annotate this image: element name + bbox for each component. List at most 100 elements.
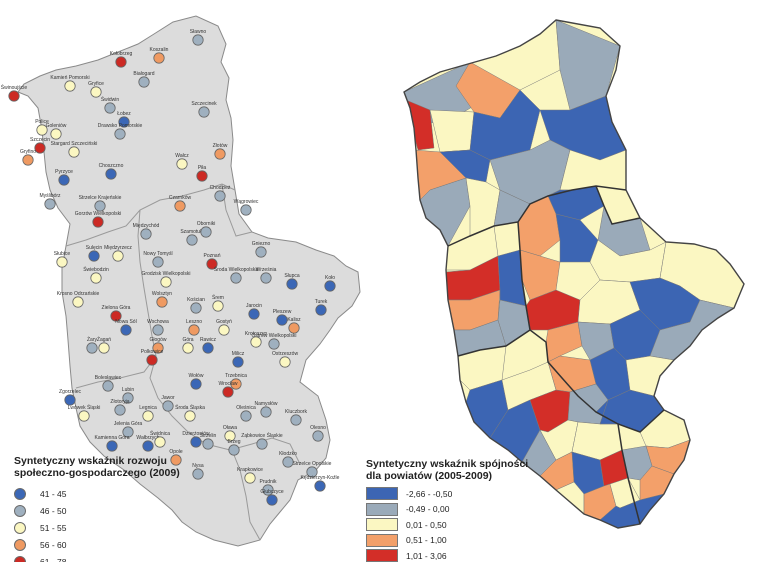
city-marker: Strzelin [200, 433, 217, 450]
right-legend-label: 1,01 - 3,06 [406, 550, 447, 561]
right-map [403, 19, 745, 529]
city-marker: Głubczyce [260, 489, 284, 506]
city-label: Świdnica [150, 429, 170, 437]
city-marker: Świdnica [150, 429, 170, 448]
city-marker: Zgorzelec [59, 389, 81, 406]
city-marker: Wołów [189, 373, 204, 390]
left-legend-label: 46 - 50 [40, 505, 67, 516]
city-dot [174, 200, 186, 212]
city-dot [86, 342, 98, 354]
city-dot [36, 124, 48, 136]
city-marker: Nowy Tomyśl [143, 251, 173, 268]
city-marker: Wałcz [175, 153, 189, 170]
city-label: Środa Wielkopolska [214, 265, 258, 273]
left-legend-title-line1: Syntetyczny wskaźnik rozwoju [14, 455, 167, 467]
city-marker: Koło [324, 275, 336, 292]
right-legend-row: 0,01 - 0,50 [366, 517, 556, 533]
city-marker: Krotoszyn [245, 331, 267, 348]
city-dot [190, 302, 202, 314]
city-label: Olesno [310, 425, 326, 431]
city-label: Namysłów [254, 401, 277, 407]
city-label: Szamotuły [180, 229, 204, 235]
city-marker: Góra [182, 337, 194, 354]
city-marker: Bolesławiec [95, 375, 122, 392]
city-dot [282, 456, 294, 468]
left-legend-swatch [14, 538, 26, 551]
city-label: Prudnik [260, 479, 277, 485]
city-dot [192, 468, 204, 480]
right-legend-items: -2,66 - -0,50 -0,49 - 0,00 0,01 - 0,50 0,51… [366, 486, 556, 562]
left-legend-row: 56 - 60 [14, 536, 204, 553]
city-dot [260, 406, 272, 418]
city-label: Żary [87, 336, 98, 343]
city-dot [198, 106, 210, 118]
city-marker: Stargard Szczeciński [51, 141, 98, 158]
city-marker: Jarocin [246, 303, 262, 320]
city-label: Zielona Góra [102, 305, 131, 311]
city-label: Goleniów [46, 123, 67, 129]
city-dot [88, 250, 100, 262]
city-dot [244, 472, 256, 484]
city-label: Pleszew [273, 309, 292, 315]
city-dot [118, 116, 130, 128]
city-label: Stargard Szczeciński [51, 141, 98, 147]
city-dot [188, 324, 200, 336]
city-marker: Drawsko Pomorskie [98, 123, 142, 140]
city-marker: Śrem [212, 293, 224, 312]
city-dot [240, 204, 252, 216]
right-legend-swatch [366, 518, 398, 532]
right-legend-swatch [366, 487, 398, 501]
city-dot [250, 336, 262, 348]
city-dot [290, 414, 302, 426]
city-dot [44, 198, 56, 210]
right-legend-label: -2,66 - -0,50 [406, 488, 453, 499]
city-marker: Wągrowiec [234, 199, 259, 216]
city-marker: Sławno [190, 29, 206, 46]
city-dot [34, 142, 46, 154]
city-label: Czarnków [169, 195, 192, 201]
left-legend-title: Syntetyczny wskaźnik rozwoju społeczno-g… [14, 455, 204, 479]
city-label: Jarocin [246, 303, 262, 309]
left-legend-row: 41 - 45 [14, 485, 204, 502]
city-marker: Rawicz [200, 337, 217, 354]
city-label: Poznań [204, 253, 221, 259]
city-label: Złotoryja [110, 399, 129, 405]
city-label: Żagań [97, 336, 111, 343]
right-map-outline [403, 19, 745, 529]
city-marker: Sulęcin [86, 245, 102, 262]
city-label: Oleśnica [236, 405, 256, 411]
city-dot [58, 174, 70, 186]
city-marker: Środa Śląska [175, 403, 205, 422]
city-marker: Jelenia Góra [114, 421, 142, 438]
city-dot [202, 342, 214, 354]
city-label: Słubice [54, 251, 71, 257]
right-legend-row: -0,49 - 0,00 [366, 502, 556, 518]
city-label: Białogard [133, 71, 154, 77]
city-marker: Krosno Odrzańskie [57, 291, 99, 308]
city-marker: Oleśnica [236, 405, 256, 422]
city-marker: Milicz [232, 351, 245, 368]
right-legend-swatch [366, 502, 398, 516]
city-label: Police [35, 119, 49, 125]
left-legend: Syntetyczny wskaźnik rozwoju społeczno-g… [14, 455, 204, 562]
right-legend-row: -2,66 - -0,50 [366, 486, 556, 502]
city-marker: Choszczno [99, 163, 124, 180]
city-label: Gostyń [216, 319, 232, 325]
city-label: Gniezno [252, 241, 271, 247]
city-dot [228, 444, 240, 456]
city-marker: Słupca [284, 273, 300, 290]
left-legend-label: 51 - 55 [40, 522, 67, 533]
city-label: Dzierżoniów [182, 431, 210, 437]
city-label: Głogów [150, 337, 167, 343]
city-dot [56, 256, 68, 268]
city-label: Brzeg [227, 439, 240, 445]
city-marker: Kluczbork [285, 409, 307, 426]
city-dot [138, 76, 150, 88]
city-marker: Oborniki [197, 221, 215, 238]
city-marker: Świnoujście [1, 83, 27, 102]
right-legend: Syntetyczny wskaźnik spójności dla powia… [366, 458, 556, 562]
city-dot [276, 314, 288, 326]
city-label: Kamienna Góra [94, 435, 129, 441]
city-marker: Nowa Sól [115, 319, 137, 336]
right-legend-row: 0,51 - 1,00 [366, 533, 556, 549]
